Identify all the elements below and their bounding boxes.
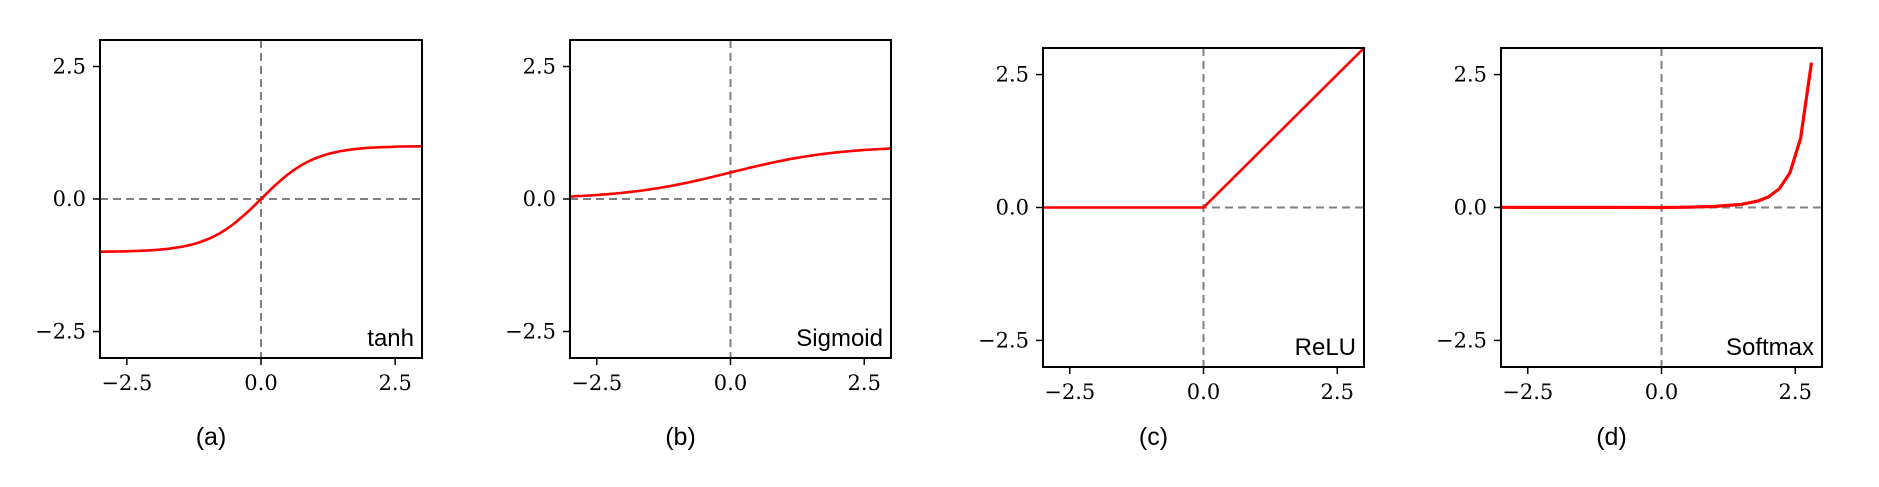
y-tick-label: 0.0 bbox=[523, 187, 556, 211]
x-tick-label: 2.5 bbox=[848, 371, 881, 395]
chart-panel-4: −2.5 0.0 2.5 −2.5 0.0 2.5 Softmax (d) bbox=[1436, 47, 1823, 451]
y-tick-label: 2.5 bbox=[523, 55, 556, 79]
y-tick-label: −2.5 bbox=[978, 328, 1029, 352]
series-line-tanh bbox=[98, 145, 424, 253]
y-tick-label: 2.5 bbox=[1454, 63, 1487, 87]
y-tick-label: 2.5 bbox=[53, 55, 86, 79]
x-tick-label: 0.0 bbox=[1645, 380, 1678, 404]
x-tick-label: 0.0 bbox=[714, 371, 747, 395]
chart-panel-3: −2.5 0.0 2.5 −2.5 0.0 2.5 ReLU (c) bbox=[978, 46, 1366, 451]
x-tick-label: −2.5 bbox=[571, 371, 622, 395]
x-tick-label: 2.5 bbox=[378, 371, 411, 395]
y-tick-label: −2.5 bbox=[1436, 328, 1487, 352]
series-line-softmax bbox=[1499, 62, 1813, 210]
series-line-relu bbox=[1041, 46, 1366, 209]
y-tick-label: 2.5 bbox=[996, 63, 1029, 87]
x-tick-label: −2.5 bbox=[1044, 380, 1095, 404]
y-tick-label: 0.0 bbox=[53, 187, 86, 211]
function-label: tanh bbox=[367, 325, 414, 352]
function-label: Softmax bbox=[1726, 334, 1814, 361]
x-tick-label: 2.5 bbox=[1779, 380, 1812, 404]
x-tick-label: 0.0 bbox=[244, 371, 277, 395]
panel-caption: (b) bbox=[665, 423, 696, 451]
chart-panel-1: −2.5 0.0 2.5 −2.5 0.0 2.5 tanh (a) bbox=[35, 39, 424, 451]
chart-panel-2: −2.5 0.0 2.5 −2.5 0.0 2.5 Sigmoid (b) bbox=[505, 39, 893, 451]
function-label: Sigmoid bbox=[796, 325, 883, 352]
panel-caption: (a) bbox=[196, 423, 227, 451]
series-line-sigmoid bbox=[568, 147, 893, 198]
y-tick-label: −2.5 bbox=[35, 320, 86, 344]
x-tick-label: −2.5 bbox=[101, 371, 152, 395]
x-tick-label: −2.5 bbox=[1502, 380, 1553, 404]
y-tick-label: 0.0 bbox=[996, 196, 1029, 220]
y-tick-label: −2.5 bbox=[505, 320, 556, 344]
x-tick-label: 2.5 bbox=[1321, 380, 1354, 404]
y-tick-label: 0.0 bbox=[1454, 196, 1487, 220]
x-tick-label: 0.0 bbox=[1187, 380, 1220, 404]
panel-caption: (d) bbox=[1596, 423, 1627, 451]
panel-caption: (c) bbox=[1139, 423, 1168, 451]
function-label: ReLU bbox=[1295, 334, 1356, 361]
